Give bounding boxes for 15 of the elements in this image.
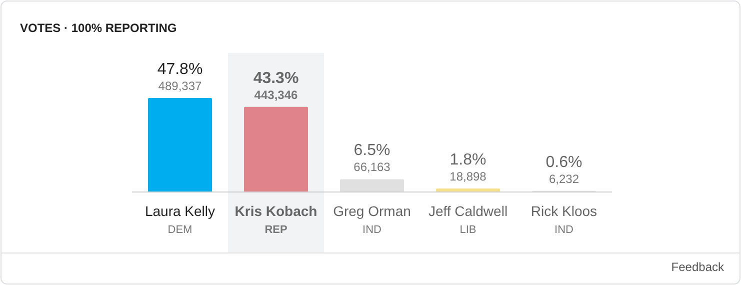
data-label: 47.8% 489,337 [157, 61, 203, 93]
chart-title: VOTES · 100% REPORTING [20, 21, 177, 35]
x-tick-label: Greg Orman IND [333, 203, 411, 236]
x-tick-label: Kris Kobach REP [234, 203, 318, 236]
data-label: 1.8% 18,898 [450, 151, 487, 184]
data-label: 43.3% 443,346 [253, 70, 299, 102]
x-tick-label: Laura Kelly DEM [144, 203, 216, 236]
bar [148, 98, 212, 192]
data-label: 6.5% 66,163 [354, 142, 391, 174]
text: Feedback [671, 260, 725, 274]
bar [340, 179, 404, 192]
x-tick-label: Jeff Caldwell LIB [428, 203, 508, 236]
data-label: 0.6% 6,232 [546, 154, 582, 186]
bar [244, 106, 308, 192]
x-tick-label: Rick Kloos IND [530, 203, 598, 236]
